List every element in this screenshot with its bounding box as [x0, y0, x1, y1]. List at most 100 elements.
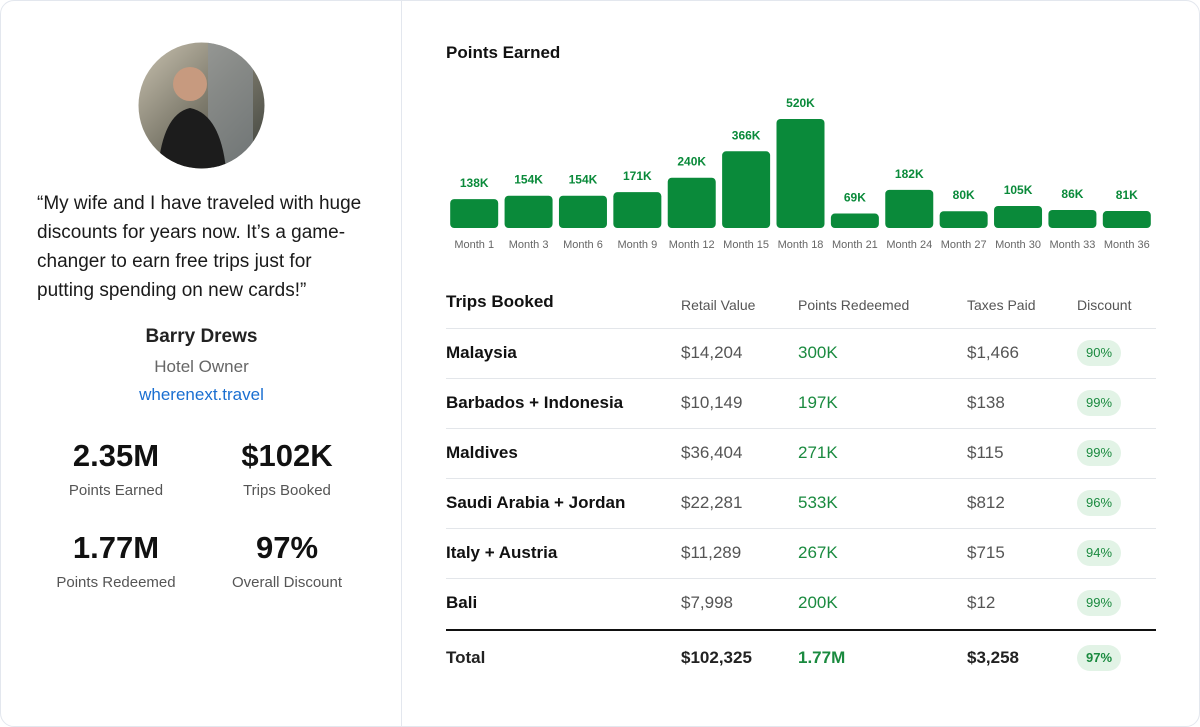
column-header: Trips Booked [446, 292, 554, 311]
value-label: 80K [953, 188, 975, 202]
column-header: Points Redeemed [798, 297, 910, 313]
cell: Total [446, 648, 486, 667]
row-divider [446, 578, 1156, 579]
bar [667, 177, 716, 228]
row-divider [446, 428, 1156, 429]
value-label: 366K [732, 128, 761, 142]
value-label: 69K [844, 191, 866, 205]
x-tick-label: Month 24 [886, 239, 932, 251]
cell: 300K [798, 343, 838, 362]
discount-pill: 99% [1077, 440, 1122, 466]
cell: $1,466 [967, 343, 1019, 362]
cell: $11,289 [681, 543, 742, 562]
cell: 1.77M [798, 648, 846, 667]
discount-pill: 96% [1077, 490, 1122, 516]
row-divider [446, 328, 1156, 329]
stat-value: 97% [255, 530, 319, 565]
value-label: 182K [895, 167, 924, 181]
avatar [138, 42, 265, 169]
bar [722, 151, 771, 228]
x-tick-label: Month 36 [1104, 239, 1150, 251]
link[interactable]: wherenext.travel [139, 385, 264, 404]
cell: $115 [967, 443, 1004, 462]
stat-value: 1.77M [72, 530, 160, 565]
cell: $10,149 [681, 393, 743, 412]
cell: Bali [446, 593, 478, 612]
x-tick-label: Month 33 [1049, 239, 1095, 251]
x-tick-label: Month 9 [617, 239, 657, 251]
cell: $22,281 [681, 493, 743, 512]
divider [401, 1, 402, 726]
row-divider [446, 378, 1156, 379]
row-divider [446, 478, 1156, 479]
discount-pill: 99% [1077, 390, 1122, 416]
bar-chart: 138K Month 1 154K Month 3 154K Month 6 171K Mon… [450, 96, 1151, 251]
x-tick-label: Month 12 [669, 239, 715, 251]
bar [830, 213, 879, 228]
stat-label: Points Earned [68, 482, 164, 499]
value-label: 81K [1116, 188, 1138, 202]
stat-label: Trips Booked [243, 482, 331, 499]
bar [613, 192, 662, 228]
discount-pill: 90% [1077, 340, 1122, 366]
bar [994, 205, 1043, 228]
cell: $12 [967, 593, 996, 612]
column-header: Retail Value [681, 297, 756, 313]
column-header: Discount [1077, 297, 1132, 313]
bar [939, 211, 988, 228]
value-label: 520K [786, 96, 815, 110]
discount-pill: 97% [1077, 645, 1122, 671]
row-divider [446, 629, 1156, 631]
cell: 267K [798, 543, 838, 562]
role: Hotel Owner [154, 357, 249, 376]
cell: $812 [967, 493, 1005, 512]
stat-value: 2.35M [72, 438, 160, 473]
cell: 533K [798, 493, 838, 512]
cell: $14,204 [681, 343, 743, 362]
bar [504, 195, 553, 228]
cell: 271K [798, 443, 838, 462]
x-tick-label: Month 6 [563, 239, 603, 251]
stat-value: $102K [241, 438, 333, 473]
cell: Barbados + Indonesia [446, 393, 624, 412]
x-tick-label: Month 15 [723, 239, 769, 251]
name: Barry Drews [145, 326, 258, 347]
x-tick-label: Month 18 [778, 239, 824, 251]
value-label: 240K [677, 155, 706, 169]
x-tick-label: Month 3 [509, 239, 549, 251]
row-divider [446, 528, 1156, 529]
cell: $102,325 [681, 648, 752, 667]
cell: Maldives [446, 443, 518, 462]
x-tick-label: Month 30 [995, 239, 1041, 251]
bar [885, 189, 934, 228]
bar [1048, 209, 1097, 228]
cell: 200K [798, 593, 838, 612]
cell: $715 [967, 543, 1005, 562]
value-label: 171K [623, 169, 652, 183]
x-tick-label: Month 1 [454, 239, 494, 251]
discount-pill: 94% [1077, 540, 1122, 566]
cell: $138 [967, 393, 1005, 412]
cell: $7,998 [681, 593, 733, 612]
value-label: 154K [514, 173, 543, 187]
value-label: 138K [460, 176, 489, 190]
value-label: 105K [1004, 183, 1033, 197]
discount-pill: 99% [1077, 590, 1122, 616]
cell: Saudi Arabia + Jordan [446, 493, 626, 512]
x-tick-label: Month 21 [832, 239, 878, 251]
bar [558, 195, 607, 228]
bar [450, 199, 499, 228]
stat-label: Points Redeemed [56, 574, 176, 591]
cell: 197K [798, 393, 838, 412]
chart-title: Points Earned [446, 43, 561, 62]
quote: “My wife and I have traveled with huge d… [37, 193, 362, 301]
value-label: 154K [569, 173, 598, 187]
value-label: 86K [1061, 187, 1083, 201]
cell: $3,258 [967, 648, 1019, 667]
bar [776, 119, 825, 228]
x-tick-label: Month 27 [941, 239, 987, 251]
cell: $36,404 [681, 443, 743, 462]
stat-label: Overall Discount [231, 574, 343, 591]
cell: Italy + Austria [446, 543, 558, 562]
